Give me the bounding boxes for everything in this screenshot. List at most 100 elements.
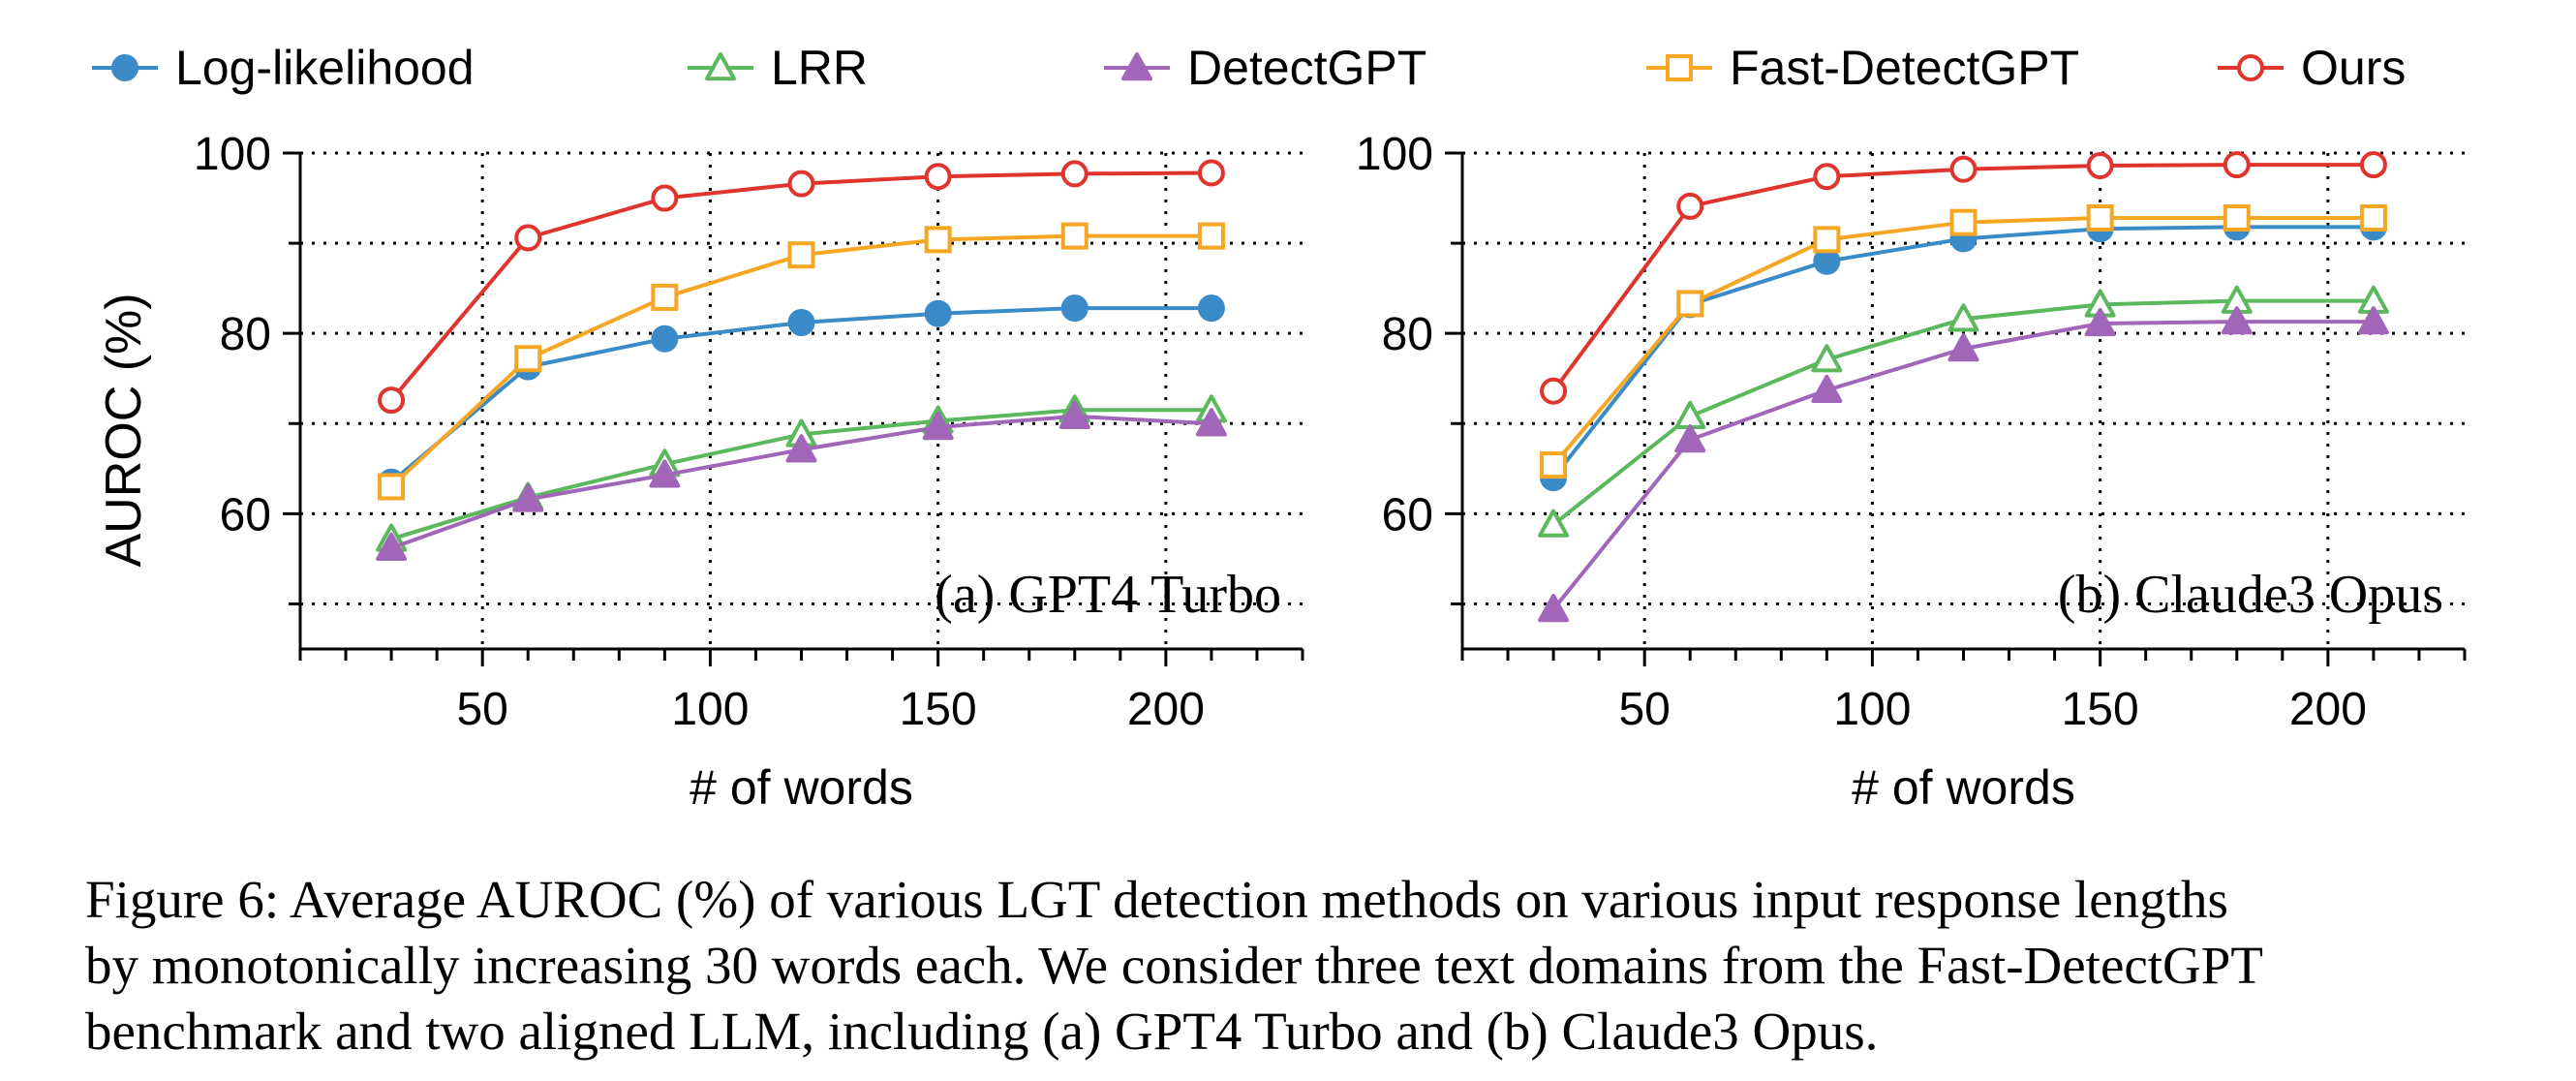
series-detectgpt: [376, 400, 1227, 561]
data-point-shape: [1813, 163, 1841, 191]
figure-caption: Figure 6: Average AUROC (%) of various L…: [85, 867, 2555, 1065]
legend-item: Log-likelihood: [92, 41, 475, 95]
data-point: [378, 473, 406, 501]
series-ours: [378, 159, 1225, 415]
data-point: [651, 283, 679, 311]
x-axis-label: # of words: [1852, 760, 2075, 815]
data-point: [514, 224, 542, 252]
data-point: [1676, 290, 1704, 318]
data-point: [924, 299, 952, 327]
data-point-shape: [1676, 290, 1704, 318]
data-point: [922, 411, 954, 441]
legend-marker: [2237, 54, 2264, 81]
y-tick-label: 80: [220, 309, 271, 360]
legend-item: LRR: [688, 41, 868, 95]
data-point-shape: [378, 386, 406, 415]
data-point: [1949, 155, 1978, 183]
x-tick-label: 150: [2062, 684, 2139, 735]
data-point: [1538, 509, 1570, 538]
legend-label: Ours: [2301, 41, 2406, 95]
series-fast-detectgpt: [378, 222, 1225, 501]
series-ours: [1540, 151, 2387, 405]
legend-marker: [111, 54, 138, 81]
data-point-shape: [651, 324, 679, 353]
data-point: [1540, 451, 1568, 479]
data-point: [1538, 594, 1570, 623]
data-point-shape: [2357, 306, 2389, 335]
data-point-shape: [1538, 509, 1570, 538]
legend-marker: [705, 52, 736, 81]
data-point: [1674, 400, 1706, 430]
legend-item: Ours: [2218, 41, 2406, 95]
data-point: [1195, 408, 1227, 437]
data-point-shape: [2359, 151, 2387, 179]
data-point: [785, 434, 817, 463]
legend-marker-shape: [2237, 54, 2264, 81]
x-axis-label: # of words: [690, 760, 913, 815]
y-axis-label: AUROC (%): [96, 293, 152, 567]
data-point: [787, 170, 815, 198]
y-tick-label: 60: [220, 489, 271, 540]
y-tick-label: 100: [1356, 129, 1433, 180]
legend-marker-shape: [1121, 52, 1152, 81]
data-point-shape: [649, 459, 681, 488]
data-point-shape: [1674, 424, 1706, 453]
x-tick-label: 50: [456, 684, 507, 735]
data-point-shape: [1813, 226, 1841, 254]
data-point-shape: [651, 283, 679, 311]
legend-marker: [1121, 52, 1152, 81]
panel-label: (a) GPT4 Turbo: [935, 565, 1281, 625]
x-tick-label: 50: [1618, 684, 1670, 735]
data-point-shape: [1060, 294, 1089, 323]
data-point-shape: [2223, 204, 2251, 232]
data-point: [1197, 159, 1225, 187]
y-tick-label: 100: [194, 129, 271, 180]
data-point-shape: [924, 299, 952, 327]
data-point: [2223, 204, 2251, 232]
legend-marker-shape: [705, 52, 736, 81]
data-point: [651, 324, 679, 353]
data-point: [2084, 307, 2116, 337]
data-point: [787, 241, 815, 269]
data-point: [1949, 208, 1978, 236]
data-point-shape: [787, 241, 815, 269]
data-point: [1060, 294, 1089, 323]
data-point: [1811, 374, 1843, 404]
chart-figure: Log-likelihood LRR DetectGPT Fast-DetectGPT…: [92, 41, 2467, 815]
data-point-shape: [1060, 160, 1089, 188]
data-point-shape: [787, 170, 815, 198]
panel-label: (b) Claude3 Opus: [2058, 565, 2443, 625]
legend-marker-shape: [111, 54, 138, 81]
series-lrr: [1538, 285, 2389, 538]
data-point: [2086, 152, 2114, 180]
x-tick-label: 100: [671, 684, 749, 735]
data-point-shape: [1060, 222, 1089, 250]
data-point-shape: [924, 226, 952, 254]
data-point-shape: [1949, 155, 1978, 183]
data-point-shape: [2086, 204, 2114, 232]
data-point: [1813, 226, 1841, 254]
data-point: [1060, 160, 1089, 188]
data-point-shape: [2223, 151, 2251, 179]
legend-label: DetectGPT: [1187, 41, 1426, 95]
data-point: [924, 226, 952, 254]
data-point-shape: [1674, 400, 1706, 430]
data-point: [1058, 400, 1090, 430]
legend-item: Fast-DetectGPT: [1646, 41, 2079, 95]
data-point: [376, 532, 408, 561]
data-point-shape: [922, 411, 954, 441]
data-point: [2223, 151, 2251, 179]
legend-label: Fast-DetectGPT: [1730, 41, 2079, 95]
data-point: [512, 483, 544, 512]
chart-panel: 50 100 150 200 60 80 100 # of words (b) Claude3 …: [1356, 129, 2467, 815]
data-point: [1947, 303, 1979, 332]
data-point-shape: [1058, 400, 1090, 430]
data-point-shape: [512, 483, 544, 512]
data-point: [514, 345, 542, 373]
data-point-shape: [651, 184, 679, 212]
data-point-shape: [1949, 208, 1978, 236]
data-point: [1811, 344, 1843, 373]
data-point-shape: [1540, 451, 1568, 479]
caption-line: Figure 6: Average AUROC (%) of various L…: [85, 870, 2228, 929]
